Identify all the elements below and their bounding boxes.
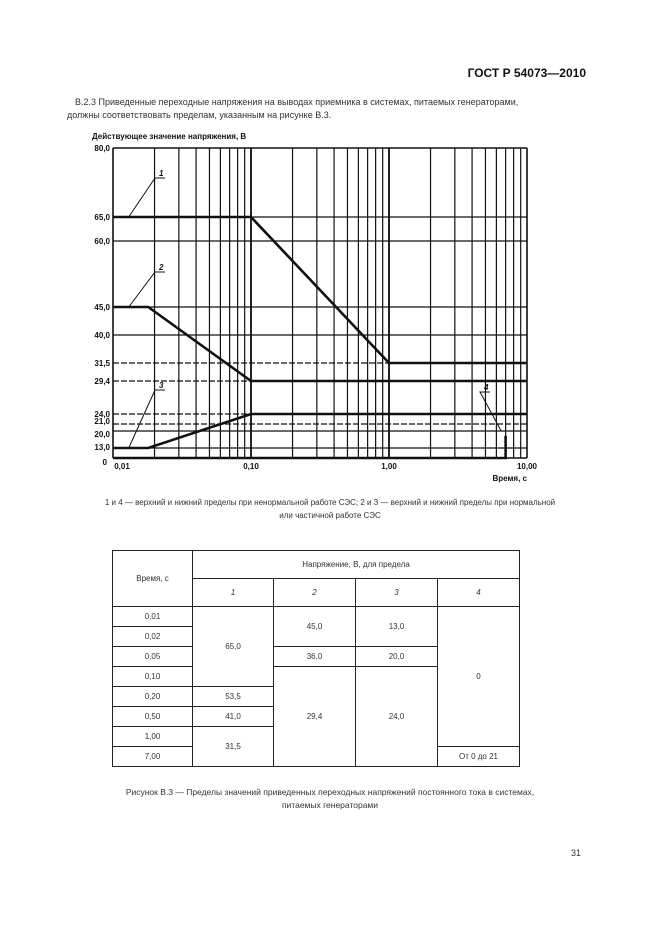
value-cell: 53,5: [192, 686, 274, 707]
x-tick-label: 0,01: [114, 462, 130, 471]
y-tick-label: 65,0: [94, 213, 110, 222]
x-tick-label: 10,00: [517, 462, 538, 471]
header-limit: 1: [192, 578, 274, 607]
x-axis-label: Время, с: [493, 474, 528, 483]
series-1-line: [113, 215, 527, 365]
time-cell: 0,02: [112, 626, 193, 647]
y-tick-label: 60,0: [94, 237, 110, 246]
value-cell: 13,0: [355, 606, 438, 647]
series-3-line: [113, 412, 527, 450]
header-time: Время, с: [112, 550, 193, 607]
data-table: Время, с Напряжение, В, для предела 1 2 …: [112, 550, 520, 767]
figure-caption: Рисунок В.3 — Пределы значений приведенн…: [60, 786, 600, 812]
legend-line: или частичной работе СЭС: [279, 511, 381, 520]
paragraph: В.2.3 Приведенные переходные напряжения …: [67, 96, 585, 122]
callout-leader: [128, 177, 165, 218]
time-cell: 0,05: [112, 646, 193, 667]
value-cell: 20,0: [355, 646, 438, 667]
y-tick-label: 24,0: [94, 410, 110, 419]
series-4-line: [113, 435, 507, 460]
value-cell: 31,5: [192, 726, 274, 767]
caption-line: питаемых генераторами: [281, 800, 379, 810]
document-id: ГОСТ Р 54073—2010: [467, 66, 586, 80]
y-axis-label: Действующее значение напряжения, В: [92, 132, 246, 141]
y-tick-label: 80,0: [94, 144, 110, 153]
time-cell: 1,00: [112, 726, 193, 747]
y-tick-label: 0: [103, 458, 108, 467]
value-cell: 24,0: [355, 666, 438, 767]
header-voltage: Напряжение, В, для предела: [192, 550, 520, 579]
time-cell: 0,20: [112, 686, 193, 707]
header-limit: 4: [437, 578, 520, 607]
legend-line: 1 и 4 — верхний и нижний пределы при нен…: [104, 498, 556, 507]
callout-leader: [479, 391, 502, 432]
header-limit: 2: [273, 578, 356, 607]
paragraph-line: В.2.3 Приведенные переходные напряжения …: [75, 97, 519, 107]
value-cell: 65,0: [192, 606, 274, 687]
figure-legend: 1 и 4 — верхний и нижний пределы при нен…: [60, 496, 600, 522]
y-tick-label: 21,0: [94, 417, 110, 426]
page-number: 31: [570, 848, 581, 858]
y-tick-label: 29,4: [94, 377, 110, 386]
value-cell: 29,4: [273, 666, 356, 767]
time-cell: 0,01: [112, 606, 193, 627]
caption-line: Рисунок В.3 — Пределы значений приведенн…: [125, 787, 535, 797]
series-3-label: 3: [159, 381, 164, 390]
y-tick-label: 40,0: [94, 331, 110, 340]
y-tick-label: 20,0: [94, 430, 110, 439]
value-cell: 36,0: [273, 646, 356, 667]
callout-leader: [128, 389, 165, 449]
y-tick-label: 31,5: [94, 359, 110, 368]
value-cell: От 0 до 21: [437, 746, 520, 767]
y-tick-label: 13,0: [94, 443, 110, 452]
paragraph-line: должны соответствовать пределам, указанн…: [67, 110, 332, 120]
header-limit: 3: [355, 578, 438, 607]
x-tick-label: 0,10: [243, 462, 259, 471]
x-tick-label: 1,00: [381, 462, 397, 471]
series-4-label: 4: [483, 383, 489, 392]
time-cell: 7,00: [112, 746, 193, 767]
time-cell: 0,50: [112, 706, 193, 727]
series-2-line: [113, 305, 527, 383]
time-cell: 0,10: [112, 666, 193, 687]
voltage-limits-chart: Действующее значение напряжения, В Время…: [92, 132, 538, 483]
callout-leader: [128, 271, 165, 308]
series-2-label: 2: [158, 263, 164, 272]
series-1-label: 1: [159, 169, 164, 178]
y-tick-label: 45,0: [94, 303, 110, 312]
value-cell: 45,0: [273, 606, 356, 647]
value-cell: 41,0: [192, 706, 274, 727]
value-cell: 0: [437, 606, 520, 747]
